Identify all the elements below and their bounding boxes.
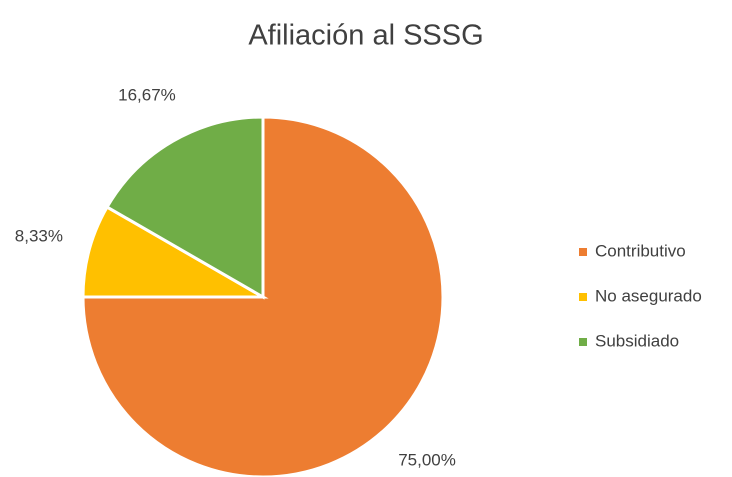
chart-title: Afiliación al SSSG	[248, 20, 483, 52]
pie-slice	[81, 204, 269, 299]
data-label: 16,67%	[118, 86, 176, 105]
legend-label: Subsidiado	[595, 331, 679, 350]
legend-label: Contributivo	[595, 241, 686, 260]
legend-swatch	[579, 293, 587, 301]
data-label: 75,00%	[398, 451, 456, 470]
legend-label: No asegurado	[595, 286, 702, 305]
pie-slice	[105, 115, 265, 300]
pie-slice	[81, 115, 445, 477]
legend-swatch	[579, 338, 587, 346]
data-label: 8,33%	[15, 226, 63, 245]
legend-swatch	[579, 248, 587, 256]
